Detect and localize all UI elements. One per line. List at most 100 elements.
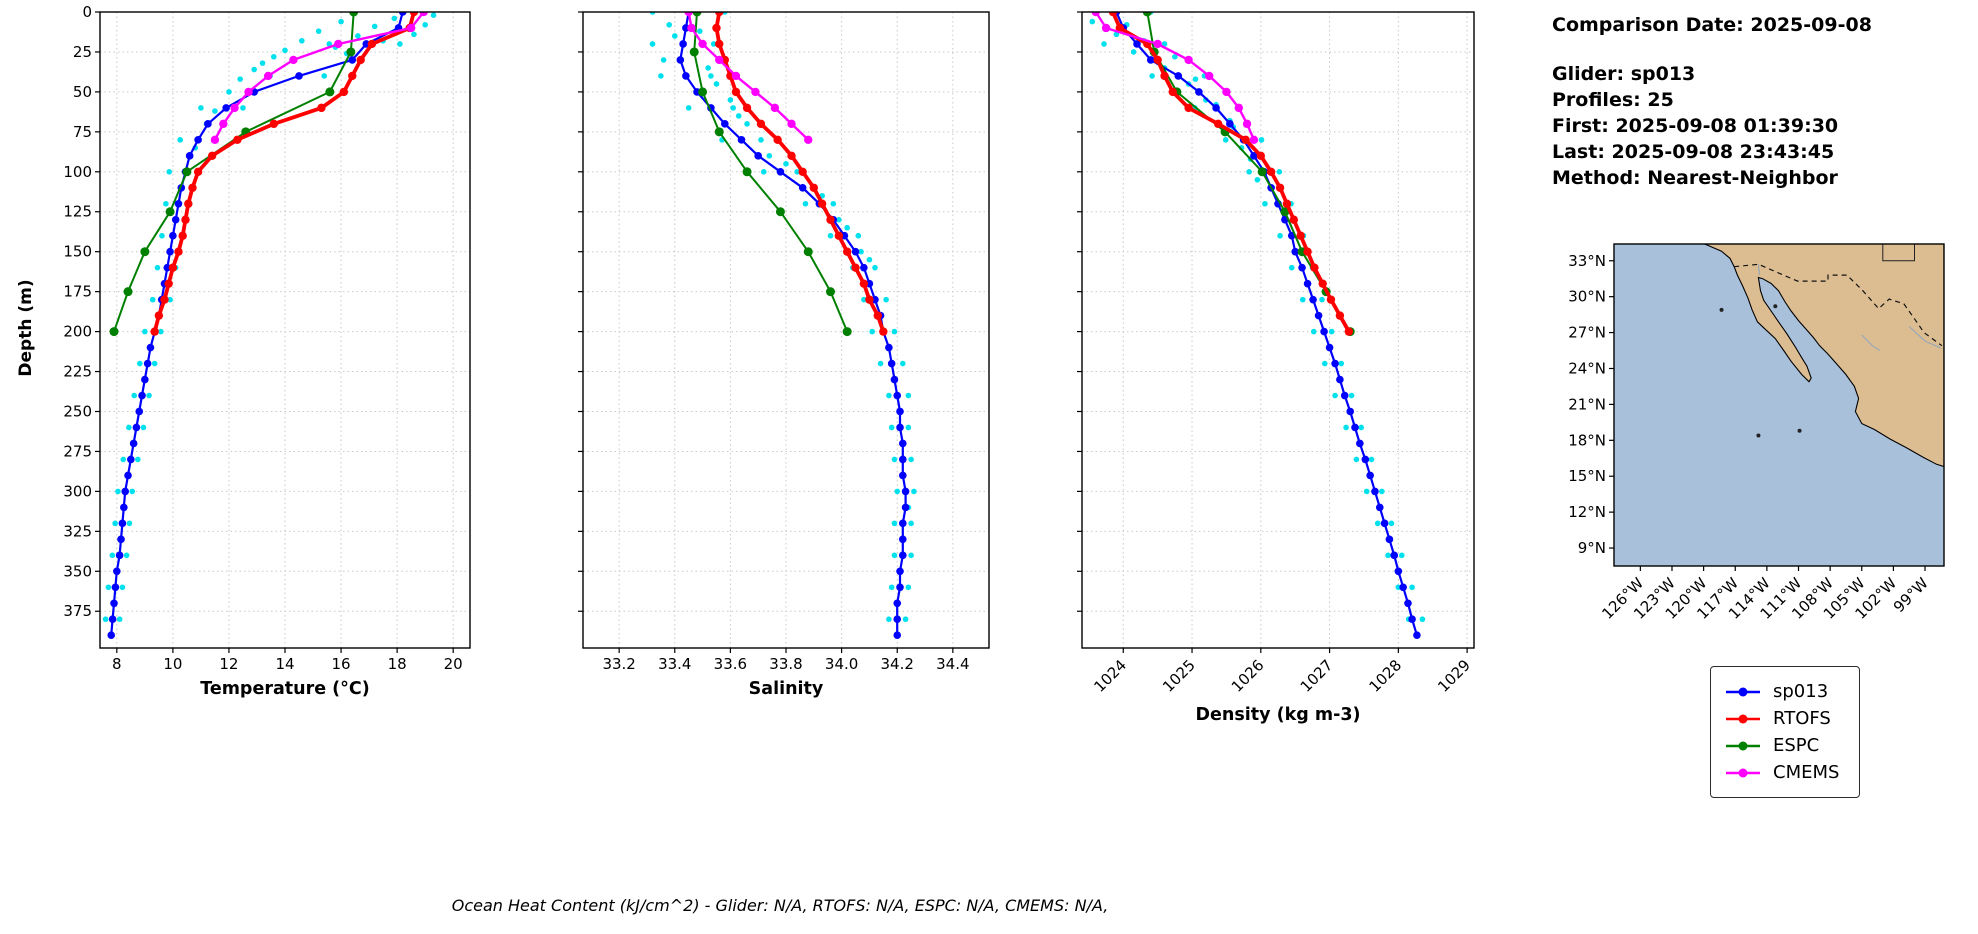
svg-text:375: 375 bbox=[63, 602, 92, 620]
svg-text:8: 8 bbox=[112, 655, 122, 673]
density-axis-label: Density (kg m-3) bbox=[1195, 705, 1360, 725]
ocean-heat-content-caption: Ocean Heat Content (kJ/cm^2) - Glider: N… bbox=[451, 896, 1109, 915]
grid bbox=[583, 11, 989, 648]
salinity-axis-label: Salinity bbox=[749, 679, 824, 699]
svg-text:1024: 1024 bbox=[1090, 656, 1130, 696]
island bbox=[1756, 433, 1761, 438]
series-sp013 bbox=[107, 12, 407, 640]
svg-text:15°N: 15°N bbox=[1568, 467, 1606, 485]
svg-text:1025: 1025 bbox=[1159, 656, 1199, 696]
svg-text:99°W: 99°W bbox=[1890, 574, 1932, 616]
profiles-count: Profiles: 25 bbox=[1552, 89, 1674, 112]
svg-text:175: 175 bbox=[63, 283, 92, 301]
svg-text:34.4: 34.4 bbox=[936, 655, 969, 673]
svg-text:275: 275 bbox=[63, 442, 92, 460]
svg-text:125: 125 bbox=[63, 203, 92, 221]
location-map: 126°W123°W120°W117°W114°W111°W108°W105°W… bbox=[1568, 243, 1945, 623]
series-RTOFS bbox=[150, 12, 419, 336]
info-spacer bbox=[1552, 39, 1972, 61]
series-RTOFS bbox=[712, 12, 888, 336]
depth-axis-label: Depth (m) bbox=[16, 279, 36, 377]
comparison-date: Comparison Date: 2025-09-08 bbox=[1552, 14, 1872, 36]
svg-text:30°N: 30°N bbox=[1568, 288, 1606, 306]
svg-text:33.4: 33.4 bbox=[658, 655, 691, 673]
svg-text:150: 150 bbox=[63, 243, 92, 261]
temperature-axis-label: Temperature (°C) bbox=[200, 679, 370, 699]
series-sp013 bbox=[676, 12, 910, 640]
svg-text:16: 16 bbox=[332, 655, 351, 673]
series-CMEMS bbox=[1091, 12, 1259, 145]
svg-text:14: 14 bbox=[275, 655, 294, 673]
svg-text:10: 10 bbox=[163, 655, 182, 673]
series-ESPC bbox=[689, 12, 852, 337]
svg-text:34.0: 34.0 bbox=[825, 655, 858, 673]
svg-text:75: 75 bbox=[73, 123, 92, 141]
svg-text:50: 50 bbox=[73, 83, 92, 101]
axes: 33.2 33.4 33.6 33.8 34.0 34.2 34.4 bbox=[578, 11, 990, 673]
series-glider-profiles bbox=[102, 12, 437, 623]
legend-label-CMEMS: CMEMS bbox=[1773, 762, 1840, 783]
series-group bbox=[649, 12, 917, 640]
series-glider-profiles bbox=[1089, 12, 1426, 623]
legend-label-sp013: sp013 bbox=[1773, 681, 1829, 702]
legend-marker-RTOFS bbox=[1726, 714, 1760, 723]
island bbox=[1773, 304, 1778, 309]
legend: sp013 RTOFS ESPC CMEMS bbox=[1710, 666, 1861, 798]
legend-item-CMEMS: CMEMS bbox=[1723, 762, 1839, 783]
series-ESPC bbox=[109, 12, 359, 337]
island bbox=[1797, 428, 1802, 433]
grid bbox=[1082, 11, 1474, 648]
svg-text:200: 200 bbox=[63, 323, 92, 341]
legend-label-RTOFS: RTOFS bbox=[1773, 708, 1831, 729]
svg-text:1026: 1026 bbox=[1228, 656, 1268, 696]
series-RTOFS bbox=[1108, 12, 1354, 336]
land-polygon bbox=[1704, 244, 1944, 468]
salinity-profile-plot: 33.2 33.4 33.6 33.8 34.0 34.2 34.4 Salinity bbox=[578, 11, 990, 699]
method: Method: Nearest-Neighbor bbox=[1552, 167, 1838, 190]
first-profile-time: First: 2025-09-08 01:39:30 bbox=[1552, 115, 1839, 138]
svg-text:1028: 1028 bbox=[1365, 656, 1405, 696]
us-mexico-border bbox=[1734, 263, 1943, 347]
svg-text:33.6: 33.6 bbox=[714, 655, 747, 673]
svg-text:9°N: 9°N bbox=[1578, 539, 1606, 557]
last-profile-time: Last: 2025-09-08 23:43:45 bbox=[1552, 141, 1835, 164]
density-profile-plot: 1024 1025 1026 1027 1028 1029 Density (kg m-3) bbox=[1077, 11, 1475, 725]
svg-text:33.2: 33.2 bbox=[602, 655, 635, 673]
svg-text:250: 250 bbox=[63, 402, 92, 420]
svg-text:27°N: 27°N bbox=[1568, 324, 1606, 342]
svg-text:350: 350 bbox=[63, 562, 92, 580]
glider-id: Glider: sp013 bbox=[1552, 63, 1696, 86]
series-sp013 bbox=[1112, 12, 1421, 640]
state-border bbox=[1882, 244, 1915, 262]
svg-text:100: 100 bbox=[63, 163, 92, 181]
river bbox=[1908, 326, 1942, 349]
svg-text:24°N: 24°N bbox=[1568, 359, 1606, 377]
legend-marker-sp013 bbox=[1726, 687, 1760, 696]
legend-marker-CMEMS bbox=[1726, 768, 1760, 777]
grid bbox=[100, 11, 470, 648]
svg-text:18°N: 18°N bbox=[1568, 431, 1606, 449]
island bbox=[1719, 307, 1724, 312]
axes: 1024 1025 1026 1027 1028 1029 bbox=[1077, 11, 1475, 696]
map-features bbox=[1704, 244, 1944, 468]
svg-text:18: 18 bbox=[388, 655, 407, 673]
river bbox=[1757, 264, 1761, 276]
legend-marker-ESPC bbox=[1726, 741, 1760, 750]
svg-text:12: 12 bbox=[219, 655, 238, 673]
legend-label-ESPC: ESPC bbox=[1773, 735, 1820, 756]
legend-item-sp013: sp013 bbox=[1723, 681, 1839, 702]
svg-text:33°N: 33°N bbox=[1568, 252, 1606, 270]
svg-text:300: 300 bbox=[63, 482, 92, 500]
series-CMEMS bbox=[210, 12, 428, 145]
svg-text:33.8: 33.8 bbox=[769, 655, 802, 673]
svg-text:21°N: 21°N bbox=[1568, 395, 1606, 413]
svg-text:1027: 1027 bbox=[1297, 656, 1337, 696]
svg-text:0: 0 bbox=[82, 3, 92, 21]
series-CMEMS bbox=[684, 12, 813, 145]
legend-item-RTOFS: RTOFS bbox=[1723, 708, 1839, 729]
axes: 8 10 12 14 16 18 20025507510012515017520022525… bbox=[63, 3, 471, 673]
info-panel: Comparison Date: 2025-09-08 Glider: sp01… bbox=[1552, 12, 1972, 192]
svg-text:34.2: 34.2 bbox=[881, 655, 914, 673]
temperature-profile-plot: 8 10 12 14 16 18 20025507510012515017520022525… bbox=[63, 3, 471, 699]
